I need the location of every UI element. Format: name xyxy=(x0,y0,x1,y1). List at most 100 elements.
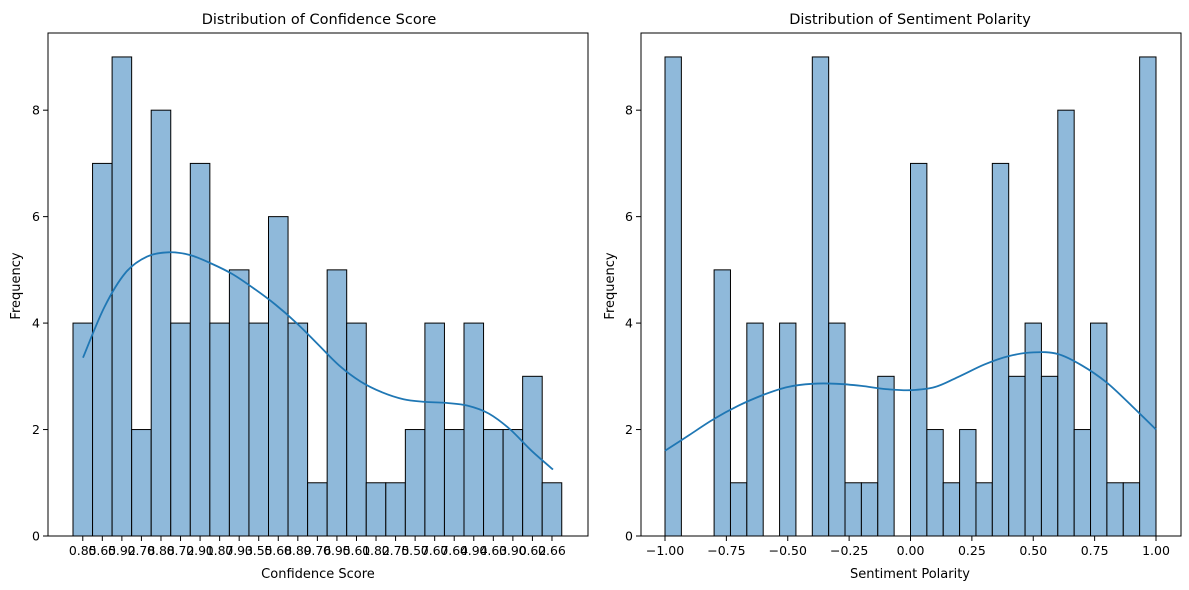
plot-frame xyxy=(47,32,589,537)
x-tick-label: 0.57 xyxy=(401,543,429,558)
histogram-bar xyxy=(811,56,830,537)
x-tick-label: 0.87 xyxy=(206,543,234,558)
y-tick-label: 6 xyxy=(625,209,633,224)
y-tick-label: 4 xyxy=(32,316,40,331)
x-axis: −1.00 −0.75 −0.50 −0.25 0.00 0.25 0.50 0.75 1.00 xyxy=(646,536,1170,558)
x-tick-label: 0.50 xyxy=(1019,543,1047,558)
histogram-bar xyxy=(975,482,993,537)
histogram-bar xyxy=(942,482,961,537)
x-tick-label: 0.62 xyxy=(519,543,547,558)
x-axis-label: Sentiment Polarity xyxy=(850,567,970,582)
x-tick-label: 0.67 xyxy=(421,543,449,558)
x-tick-label: −1.00 xyxy=(646,543,684,558)
confidence-score-histogram: Distribution of Confidence Score Confide… xyxy=(9,12,589,582)
histogram-bar xyxy=(991,162,1010,537)
bar-group xyxy=(72,56,563,537)
histogram-bar xyxy=(326,269,348,537)
kde-curve xyxy=(664,351,1157,452)
histogram-bar xyxy=(72,322,94,537)
histogram-bar xyxy=(502,429,524,537)
x-tick-label: 0.55 xyxy=(245,543,273,558)
histogram-bar xyxy=(926,429,944,537)
x-tick-label: −0.25 xyxy=(830,543,868,558)
y-axis: 0 2 4 6 8 xyxy=(32,103,48,544)
histogram-bar xyxy=(746,322,764,537)
histogram-bar xyxy=(150,109,172,537)
x-tick-label: 0.89 xyxy=(284,543,312,558)
histogram-bar xyxy=(541,482,563,537)
histogram-bar xyxy=(779,322,797,537)
plot-frame xyxy=(640,32,1182,537)
x-tick-label: 0.88 xyxy=(147,543,175,558)
chart-title: Distribution of Sentiment Polarity xyxy=(789,12,1031,28)
histogram-bar xyxy=(189,162,211,537)
y-tick-label: 2 xyxy=(32,422,40,437)
x-tick-label: 0.82 xyxy=(362,543,390,558)
x-tick-label: 0.95 xyxy=(323,543,351,558)
histogram-bar xyxy=(713,269,731,537)
histogram-bar xyxy=(729,482,748,537)
x-tick-label: 0.68 xyxy=(264,543,292,558)
x-tick-label: 0.25 xyxy=(958,543,986,558)
histogram-bar xyxy=(287,322,309,537)
histogram-bar xyxy=(1024,322,1042,537)
x-tick-label: 0.72 xyxy=(167,543,195,558)
x-tick-label: 0.65 xyxy=(88,543,116,558)
x-tick-label: 0.76 xyxy=(303,543,331,558)
histogram-bar xyxy=(1139,56,1157,537)
histogram-bar xyxy=(1057,109,1075,537)
histogram-bar xyxy=(1073,429,1092,537)
histogram-bar xyxy=(860,482,879,537)
histogram-bar xyxy=(404,429,426,537)
y-axis-label: Frequency xyxy=(9,252,24,319)
x-tick-label: 0.90 xyxy=(499,543,527,558)
x-tick-label: −0.50 xyxy=(769,543,807,558)
x-axis-label: Confidence Score xyxy=(261,567,375,582)
x-tick-label: 0.00 xyxy=(897,543,925,558)
y-axis: 0 2 4 6 8 xyxy=(625,103,641,544)
x-tick-label: −0.75 xyxy=(707,543,745,558)
x-tick-label: 0.75 xyxy=(1081,543,1109,558)
histogram-bar xyxy=(131,429,152,537)
histogram-bar xyxy=(92,162,113,537)
x-tick-label: 0.66 xyxy=(538,543,566,558)
histogram-bar xyxy=(111,56,133,537)
histogram-bar xyxy=(1106,482,1124,537)
x-tick-label: 0.91 xyxy=(186,543,214,558)
x-tick-label: 0.78 xyxy=(128,543,156,558)
y-axis-label: Frequency xyxy=(603,252,618,319)
histogram-bar xyxy=(209,322,230,537)
y-tick-label: 8 xyxy=(32,103,40,118)
histogram-bar xyxy=(228,269,250,537)
bar-group xyxy=(664,56,1157,537)
y-tick-label: 0 xyxy=(625,529,633,544)
histogram-bar xyxy=(1122,482,1141,537)
histogram-bar xyxy=(385,482,406,537)
x-tick-label: 0.75 xyxy=(382,543,410,558)
histogram-bar xyxy=(844,482,862,537)
x-tick-label: 0.85 xyxy=(69,543,97,558)
histogram-bar xyxy=(365,482,387,537)
x-tick-label: 0.94 xyxy=(460,543,488,558)
histogram-bar xyxy=(346,322,367,537)
x-tick-label: 0.92 xyxy=(108,543,136,558)
histogram-bar xyxy=(268,216,289,537)
histogram-bar xyxy=(443,429,465,537)
y-tick-label: 6 xyxy=(32,209,40,224)
histogram-bar xyxy=(463,322,485,537)
y-tick-label: 2 xyxy=(625,422,633,437)
y-tick-label: 0 xyxy=(32,529,40,544)
histogram-bar xyxy=(877,375,895,537)
y-tick-label: 8 xyxy=(625,103,633,118)
histogram-bar xyxy=(1040,375,1059,537)
histogram-bar xyxy=(307,482,328,537)
histogram-bar xyxy=(1008,375,1026,537)
chart-title: Distribution of Confidence Score xyxy=(202,12,437,28)
sentiment-polarity-histogram: Distribution of Sentiment Polarity Senti… xyxy=(603,12,1182,582)
histogram-bar xyxy=(248,322,269,537)
x-tick-label: 1.00 xyxy=(1142,543,1170,558)
histogram-bar xyxy=(664,56,682,537)
x-tick-label: 0.63 xyxy=(479,543,507,558)
x-tick-label: 0.64 xyxy=(440,543,468,558)
